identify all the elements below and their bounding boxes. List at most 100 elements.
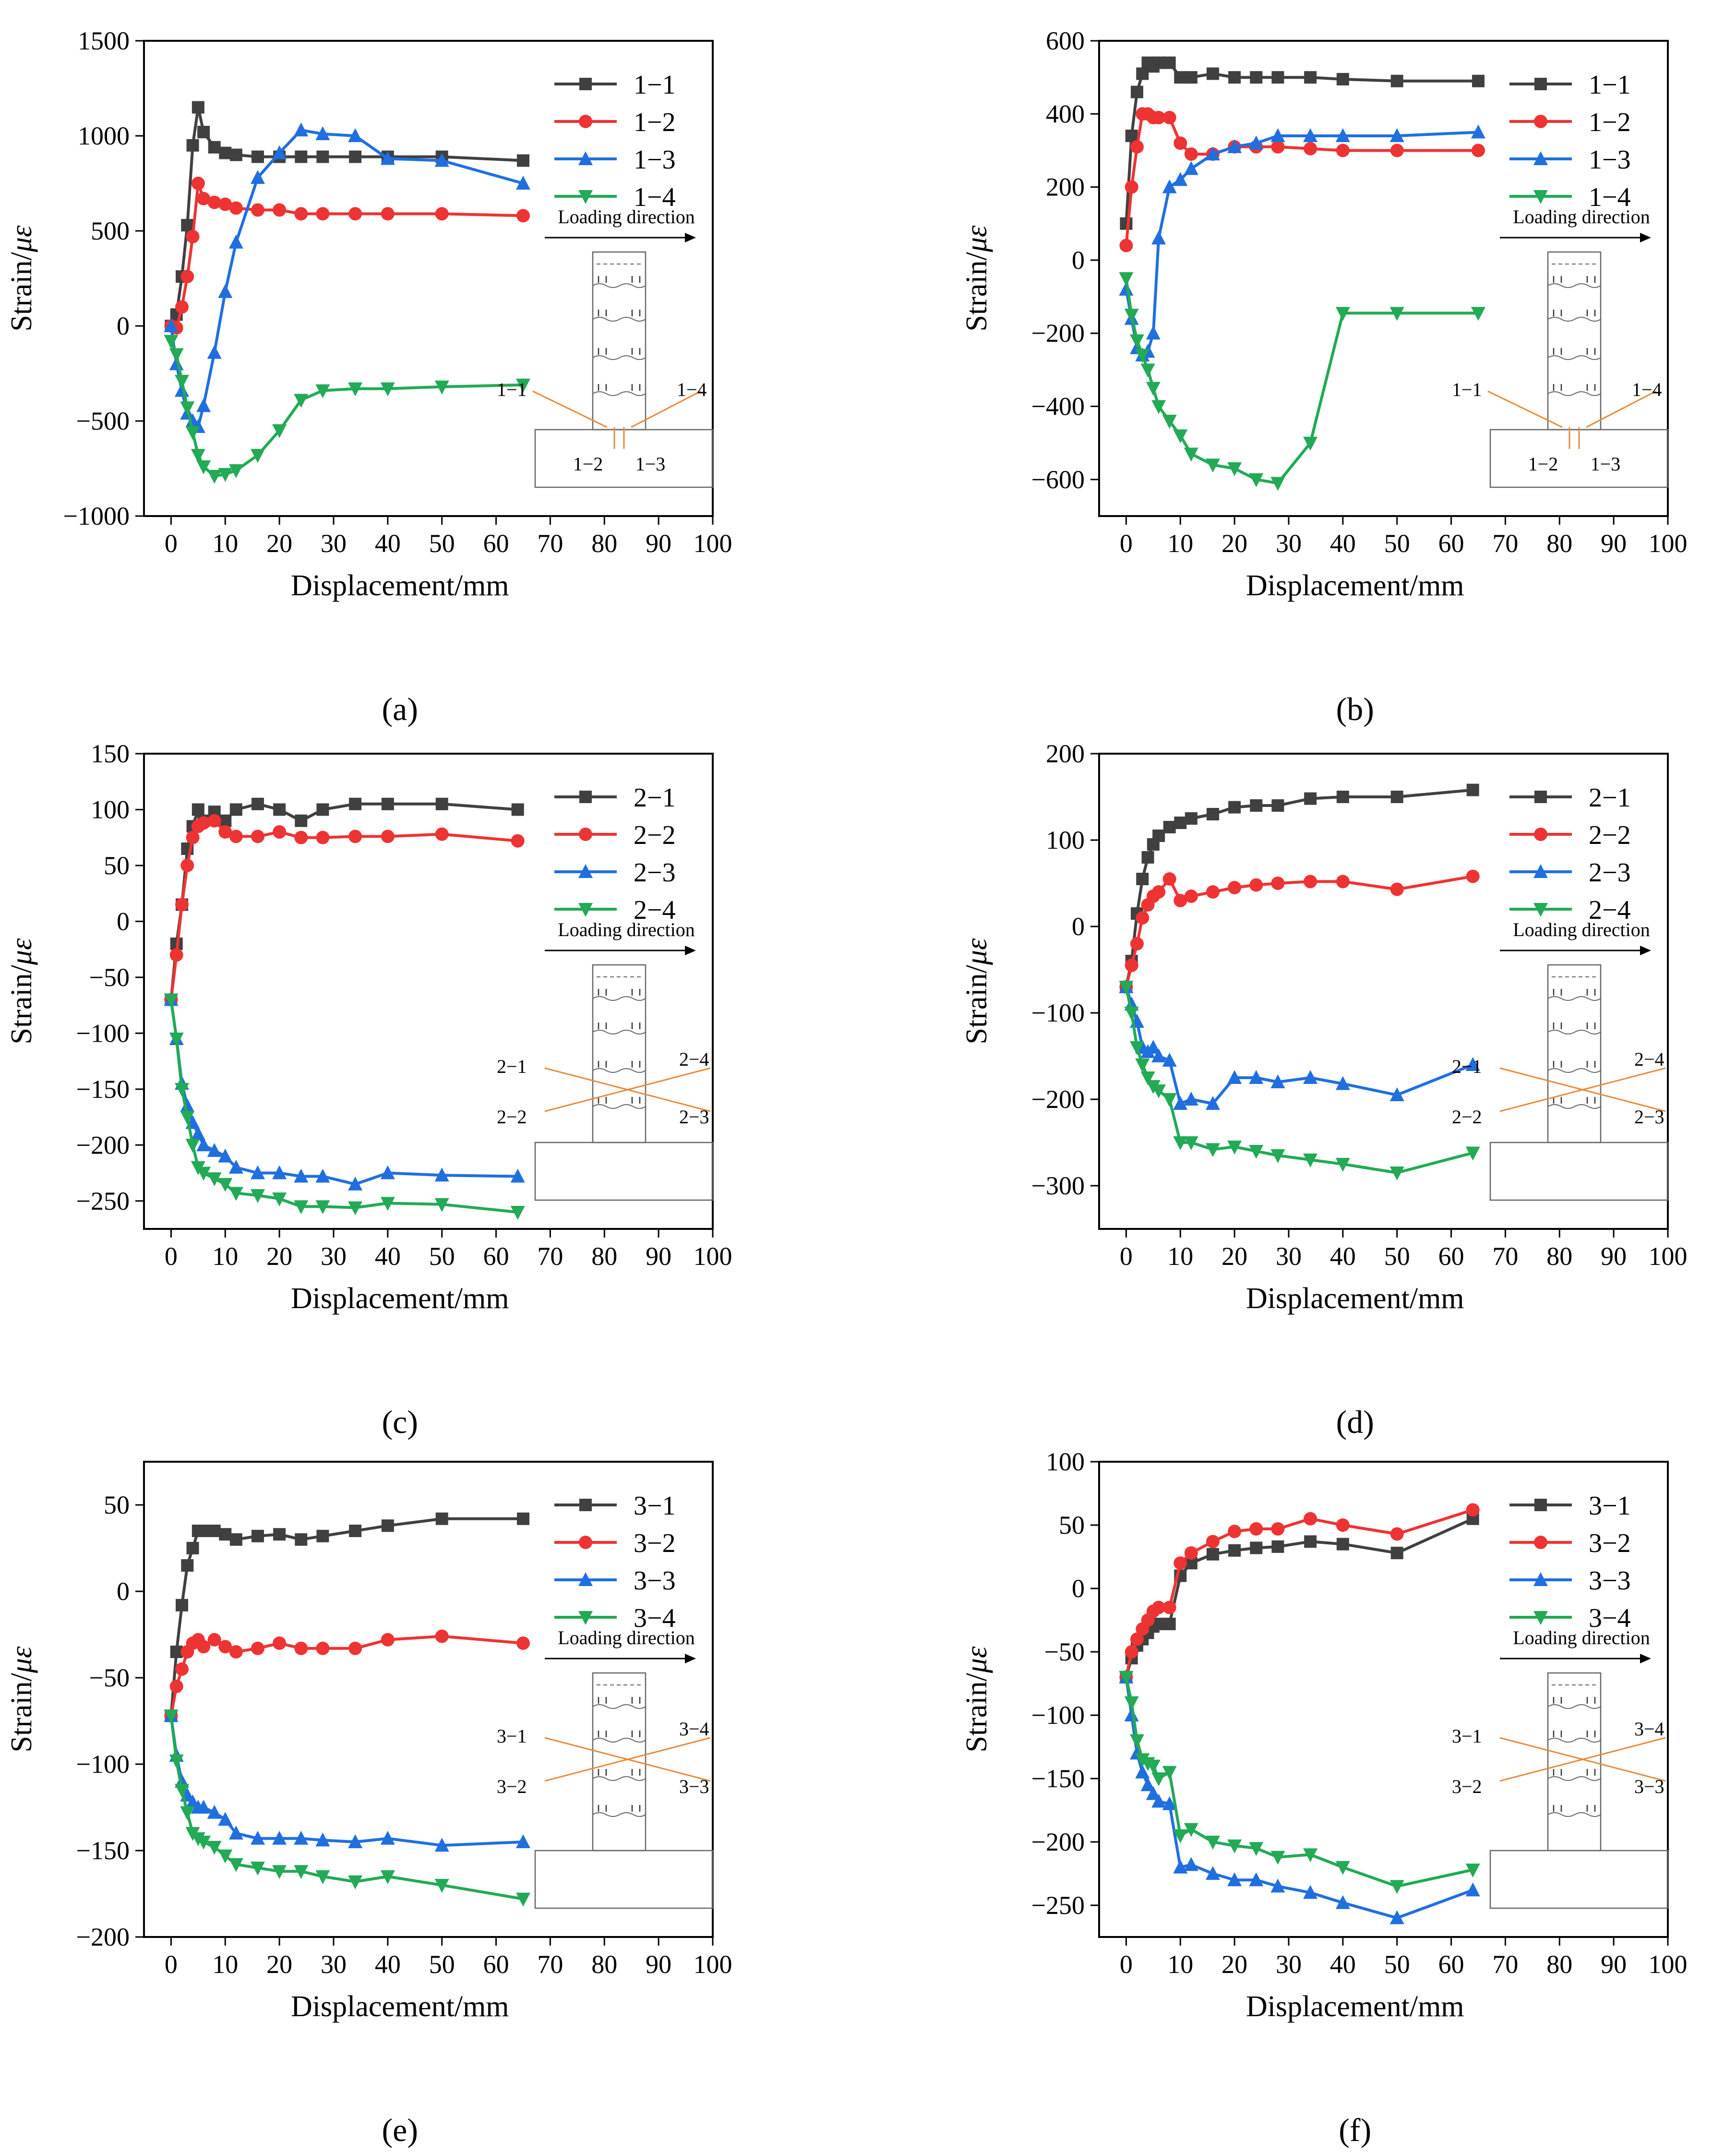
legend-marker [579,1536,592,1549]
data-point [251,1862,265,1876]
data-point [1271,140,1285,154]
x-axis-label: Displacement/mm [1246,1990,1464,2023]
data-point [316,207,330,221]
data-point [1389,128,1404,142]
data-point [186,1542,199,1554]
inset-crack [592,1030,646,1034]
data-point [1162,1093,1177,1107]
data-point [1249,1872,1264,1887]
y-tick-label: −100 [1031,998,1085,1027]
data-point [272,145,287,159]
data-point [349,797,362,810]
series-line [169,819,518,1000]
legend-marker [579,1499,592,1511]
data-point [251,1189,265,1203]
leader-line [1586,390,1656,428]
data-point [1125,1645,1138,1659]
series-1−2 [1119,107,1485,253]
data-point [208,141,221,154]
data-point [1130,937,1144,950]
x-tick-label: 90 [646,1950,671,1979]
data-point [1184,1092,1198,1106]
inset-column [1547,964,1602,1143]
series-2−4 [1119,981,1480,1180]
data-point [1136,911,1149,925]
data-point [1184,1823,1198,1837]
inset-label: 3−2 [1452,1776,1482,1797]
inset-label: 1−2 [1528,453,1558,475]
series-3−1 [165,1512,529,1722]
legend-marker [1534,828,1547,841]
data-point [315,1200,330,1215]
data-point [516,176,530,190]
data-point [1466,783,1479,796]
data-point [207,1172,222,1187]
data-point [229,1533,242,1546]
data-point [197,1525,210,1537]
y-tick-label: 0 [1072,912,1085,941]
inset-column [592,251,647,431]
panel-caption: (a) [382,691,418,727]
data-point [1336,72,1349,85]
x-tick-label: 50 [1384,1950,1410,1979]
data-point [181,1559,194,1572]
legend-marker [1533,190,1548,204]
x-tick-label: 70 [537,529,563,558]
data-point [295,1533,308,1546]
inset-crack [1547,1104,1601,1109]
legend-label: 3−1 [634,1491,676,1521]
legend-label: 1−1 [634,70,676,100]
x-tick-label: 90 [1601,1950,1627,1979]
data-point [1249,878,1263,892]
series-line [169,1517,523,1716]
y-tick-label: 0 [117,907,130,936]
data-point [1270,1074,1285,1088]
data-point [1390,74,1403,87]
data-point [294,122,309,137]
x-tick-label: 80 [1546,1242,1572,1271]
data-point [207,814,221,828]
inset-label: 1−1 [1452,379,1482,400]
x-tick-label: 10 [1167,1950,1193,1979]
legend-label: 2−1 [634,783,676,813]
data-point [191,449,205,463]
data-point [251,830,264,843]
inset-crack [1547,391,1601,396]
data-point [435,1512,448,1525]
legend-label: 2−4 [1589,895,1631,925]
x-tick-label: 60 [1438,1242,1464,1271]
data-point [229,201,243,215]
inset-crack [592,1704,646,1709]
data-point [1270,477,1285,491]
data-point [1152,830,1165,842]
data-point [316,830,330,844]
legend-label: 2−1 [1589,783,1631,813]
legend-marker [578,1572,593,1586]
x-tick-label: 100 [1649,1950,1688,1979]
data-point [1130,334,1144,349]
series-1−4 [164,335,530,484]
series-1−4 [1119,272,1485,491]
x-tick-label: 40 [375,529,401,558]
data-point [316,1641,330,1655]
data-point [1140,363,1155,378]
y-tick-label: −100 [76,1750,130,1779]
data-point [1389,1087,1404,1101]
data-point [1465,1882,1480,1897]
data-point [1163,1617,1176,1630]
data-point [380,1870,395,1884]
y-tick-label: 400 [1046,99,1085,128]
data-point [1173,1829,1188,1843]
x-tick-label: 30 [321,1242,347,1271]
data-point [1336,875,1350,889]
data-point [1228,1544,1241,1557]
x-axis-label: Displacement/mm [1246,1282,1464,1315]
data-point [251,797,264,810]
data-point [1184,1546,1198,1560]
legend-marker [1533,1572,1548,1586]
x-tick-label: 20 [1221,1950,1247,1979]
legend-label: 2−2 [1589,820,1631,850]
x-tick-label: 30 [1276,1950,1302,1979]
data-point [1184,147,1198,161]
y-tick-label: −200 [1031,319,1085,348]
